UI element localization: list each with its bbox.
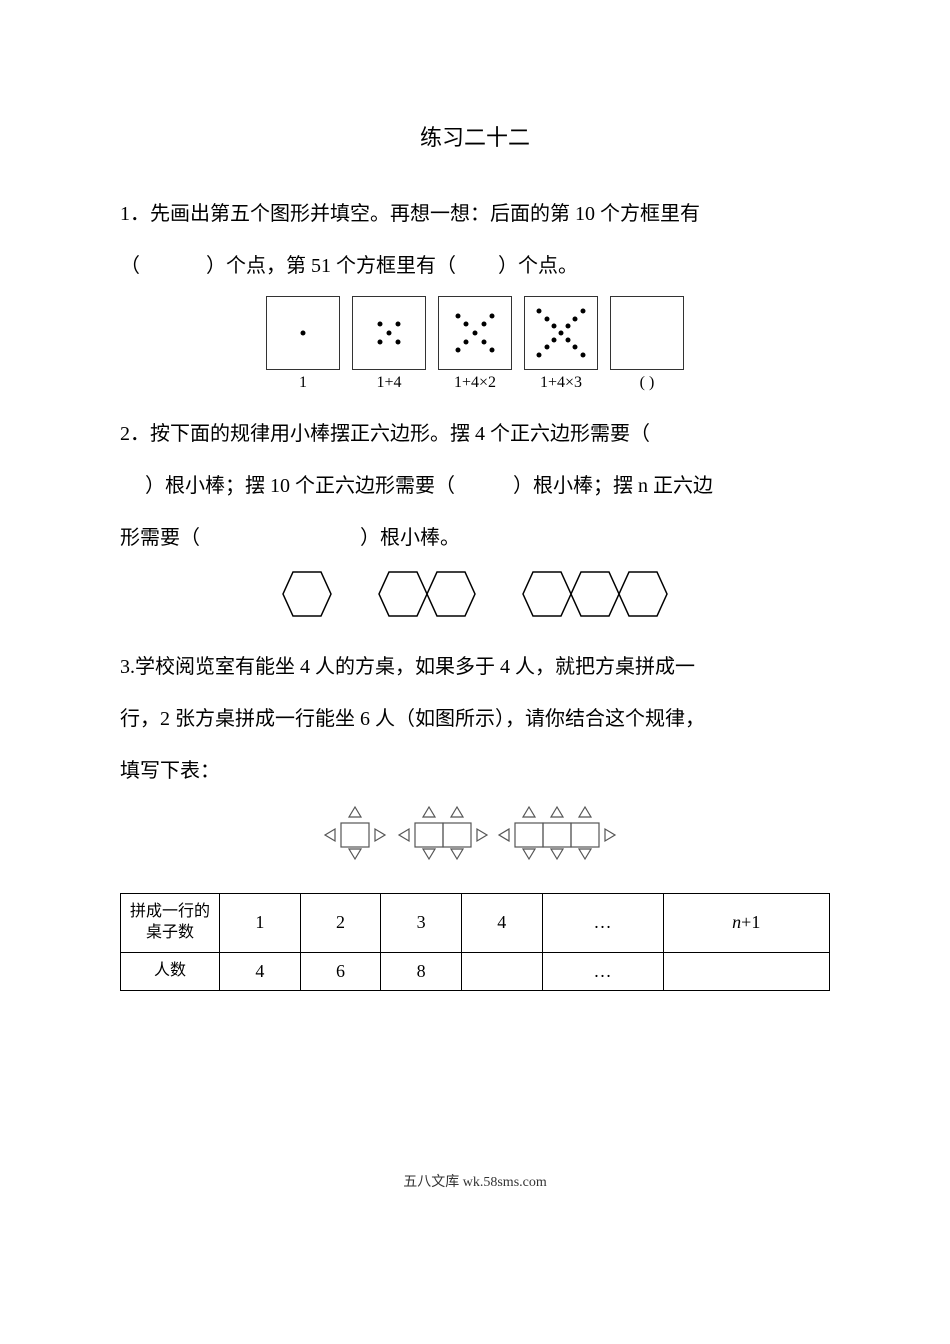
q1-box-4: 1+4×3 (524, 296, 598, 392)
q1-sq-4 (524, 296, 598, 370)
q2-line2: ）根小棒；摆 10 个正六边形需要（ ）根小棒；摆 n 正六边 (120, 464, 830, 508)
q2-line2a: ）根小棒；摆 10 个正六边形需要（ (145, 475, 455, 497)
q3-r2-c2: 6 (300, 952, 381, 990)
q1-cap-3: 1+4×2 (454, 374, 496, 392)
q2-line2b: ）根小棒；摆 n 正六边 (513, 475, 713, 497)
q3-r1-c2: 2 (300, 894, 381, 953)
q1-box-5: ( ) (610, 296, 684, 392)
q1-cap-2: 1+4 (376, 374, 401, 392)
q1-figure: 1 1+4 (120, 296, 830, 392)
q1-cap-4: 1+4×3 (540, 374, 582, 392)
hex-2-icon (375, 568, 479, 620)
tables-diagram-icon (315, 801, 635, 865)
q3-r1-c1: 1 (220, 894, 301, 953)
q3-r1-c3: 3 (381, 894, 462, 953)
q2-line3b: ）根小棒。 (360, 527, 460, 549)
q3-r2-c5: … (542, 952, 663, 990)
q3-r2-c6 (663, 952, 829, 990)
q3-line1: 3.学校阅览室有能坐 4 人的方桌，如果多于 4 人，就把方桌拼成一 (120, 645, 830, 689)
q3-line3: 填写下表： (120, 749, 830, 793)
footer-text: 五八文库 wk.58sms.com (120, 1171, 830, 1191)
q3-r2-c4 (461, 952, 542, 990)
q2-line3: 形需要（ ）根小棒。 (120, 516, 830, 560)
q3-r1-c5: … (542, 894, 663, 953)
q1-box-3: 1+4×2 (438, 296, 512, 392)
q2-line1: 2．按下面的规律用小棒摆正六边形。摆 4 个正六边形需要（ (120, 412, 830, 456)
q3-r2-c1: 4 (220, 952, 301, 990)
page: 练习二十二 1．先画出第五个图形并填空。再想一想：后面的第 10 个方框里有 （… (0, 0, 950, 1251)
q3-plus1: +1 (741, 912, 760, 932)
q2-hex-row (279, 568, 671, 620)
q2-line3a: 形需要（ (120, 527, 200, 549)
q1-line2-a: （ (120, 255, 140, 277)
q1-sq-5 (610, 296, 684, 370)
q3-r1-c6: n+1 (663, 894, 829, 953)
q3-r1-c4: 4 (461, 894, 542, 953)
q3-figure (120, 801, 830, 865)
q1-box-2: 1+4 (352, 296, 426, 392)
q1-line2: （ ）个点，第 51 个方框里有（ ）个点。 (120, 244, 830, 288)
q3-r2-label: 人数 (121, 952, 220, 990)
q2-figure (120, 568, 830, 625)
hex-3-icon (519, 568, 671, 620)
q1-line2-c: ）个点。 (498, 255, 578, 277)
q3-line2: 行，2 张方桌拼成一行能坐 6 人（如图所示），请你结合这个规律， (120, 697, 830, 741)
q1-cap-1: 1 (299, 374, 307, 392)
page-title: 练习二十二 (120, 120, 830, 152)
q1-sq-1 (266, 296, 340, 370)
q3-r2-c3: 8 (381, 952, 462, 990)
q3-r1-label: 拼成一行的桌子数 (121, 894, 220, 953)
q1-box-row: 1 1+4 (266, 296, 684, 392)
q1-box-1: 1 (266, 296, 340, 392)
q3-n: n (732, 912, 741, 932)
q1-line2-b: ）个点，第 51 个方框里有（ (206, 255, 456, 277)
q1-sq-3 (438, 296, 512, 370)
hex-1-icon (279, 568, 335, 620)
q1-line1: 1．先画出第五个图形并填空。再想一想：后面的第 10 个方框里有 (120, 192, 830, 236)
q3-table: 拼成一行的桌子数 1 2 3 4 … n+1 人数 4 6 8 … (120, 893, 830, 991)
q1-cap-5: ( ) (640, 374, 655, 392)
q1-sq-2 (352, 296, 426, 370)
